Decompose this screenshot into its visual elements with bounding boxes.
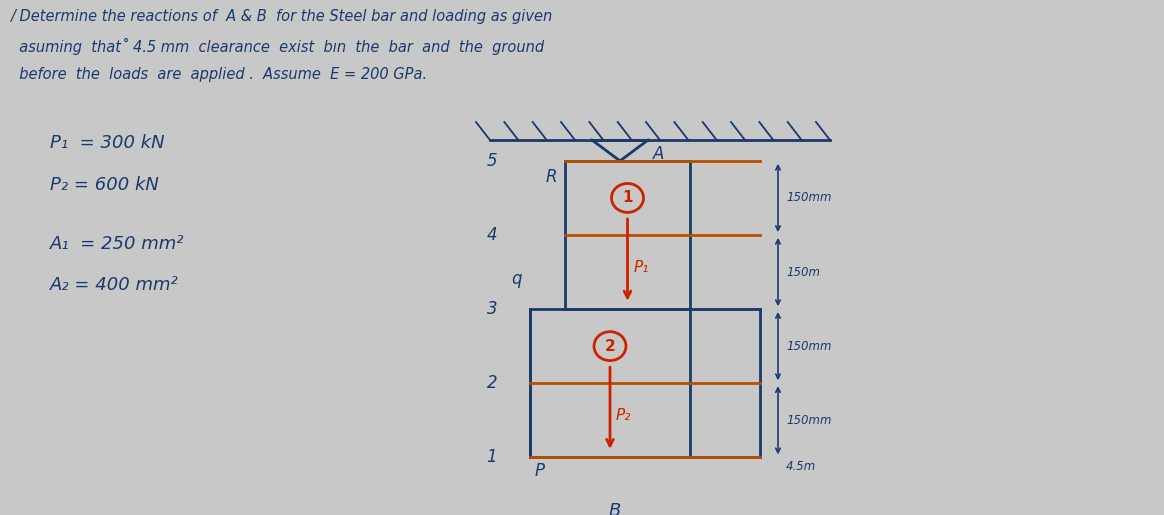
- Text: P: P: [535, 462, 545, 480]
- Text: 150mm: 150mm: [786, 192, 831, 204]
- Text: A₁  = 250 mm²: A₁ = 250 mm²: [50, 235, 185, 253]
- Text: B: B: [609, 503, 622, 515]
- Text: 1: 1: [487, 448, 497, 466]
- Text: 2: 2: [604, 339, 616, 354]
- Text: 3: 3: [487, 300, 497, 318]
- Text: 4: 4: [487, 226, 497, 244]
- Text: A: A: [653, 145, 665, 163]
- Text: 150mm: 150mm: [786, 339, 831, 353]
- Text: 150m: 150m: [786, 266, 819, 279]
- Text: P₁  = 300 kN: P₁ = 300 kN: [50, 134, 164, 152]
- Text: 1: 1: [623, 191, 633, 205]
- Text: 2: 2: [487, 374, 497, 392]
- Text: 4.5m: 4.5m: [786, 460, 816, 473]
- Text: 5: 5: [487, 152, 497, 170]
- Text: asuming  that˚ 4.5 mm  clearance  exist  bın  the  bar  and  the  ground: asuming that˚ 4.5 mm clearance exist bın…: [10, 38, 544, 55]
- Text: before  the  loads  are  applied .  Assume  E = 200 GPa.: before the loads are applied . Assume E …: [10, 67, 427, 82]
- Text: q: q: [511, 270, 521, 288]
- Text: P₁: P₁: [633, 260, 648, 274]
- Text: 150mm: 150mm: [786, 414, 831, 427]
- Text: P₂ = 600 kN: P₂ = 600 kN: [50, 176, 158, 194]
- Text: R: R: [546, 168, 558, 186]
- Text: P₂: P₂: [616, 408, 631, 423]
- Text: / Determine the reactions of  A & B  for the Steel bar and loading as given: / Determine the reactions of A & B for t…: [10, 9, 552, 24]
- Text: A₂ = 400 mm²: A₂ = 400 mm²: [50, 276, 179, 294]
